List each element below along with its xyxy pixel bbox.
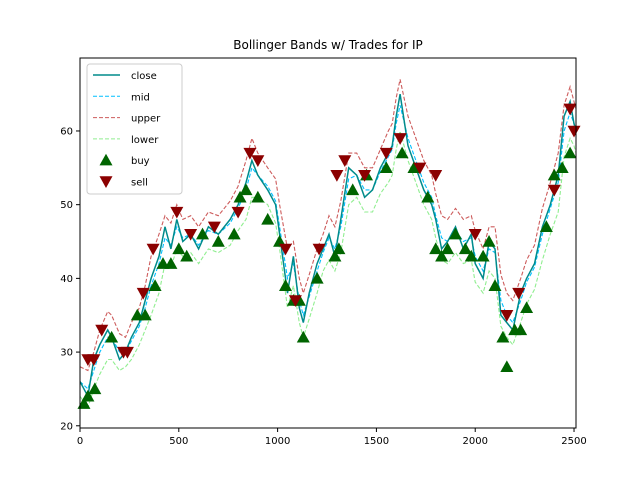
legend-buy-label: buy <box>131 156 150 167</box>
series-line-lower <box>80 130 576 409</box>
sell-marker <box>251 155 265 167</box>
buy-marker <box>332 242 346 255</box>
buy-marker <box>547 168 561 181</box>
legend: close mid upper lower buy sell <box>86 63 183 195</box>
buy-marker <box>251 190 265 203</box>
y-tick-label: 20 <box>60 421 73 432</box>
buy-marker <box>520 301 534 314</box>
buy-marker <box>539 220 553 232</box>
y-tick-label: 50 <box>60 200 73 211</box>
x-tick-label: 2000 <box>462 436 487 447</box>
buy-marker <box>458 242 472 255</box>
sell-marker <box>429 169 443 182</box>
buy-marker <box>172 242 186 255</box>
legend-sell-label: sell <box>131 178 148 189</box>
y-axis: 20 30 40 50 60 <box>60 126 80 432</box>
sell-marker <box>207 221 221 234</box>
sell-marker <box>512 287 526 300</box>
series-line-upper <box>80 79 576 372</box>
buy-marker <box>555 161 569 174</box>
x-tick-label: 1000 <box>265 436 290 447</box>
legend-sell-swatch <box>99 176 113 188</box>
buy-marker <box>346 183 360 196</box>
buy-marker <box>279 279 293 291</box>
sell-marker <box>567 125 581 138</box>
sell-marker <box>393 133 407 145</box>
buy-marker <box>514 323 528 336</box>
buy-marker <box>105 330 119 343</box>
buy-marker <box>180 249 194 262</box>
x-tick-label: 0 <box>77 436 83 447</box>
buy-marker <box>148 279 162 291</box>
buy-marker <box>563 146 577 159</box>
sell-marker <box>279 243 293 256</box>
buy-marker <box>77 397 91 409</box>
buy-marker <box>239 183 253 196</box>
buy-marker <box>476 249 490 262</box>
sell-marker <box>243 147 257 160</box>
buy-marker <box>81 389 95 402</box>
x-axis: 0 500 1000 1500 2000 2500 <box>77 428 587 447</box>
sell-marker <box>338 155 352 167</box>
buy-marker <box>164 257 178 269</box>
legend-lower-label: lower <box>131 135 159 146</box>
buy-marker <box>496 330 510 343</box>
y-tick-label: 60 <box>60 126 73 137</box>
buy-marker <box>296 330 310 343</box>
buy-marker <box>138 308 152 321</box>
sell-marker <box>358 169 372 182</box>
legend-buy-swatch <box>99 153 113 166</box>
sell-marker <box>547 184 561 197</box>
buy-marker <box>421 190 435 203</box>
legend-mid-label: mid <box>131 92 150 103</box>
buy-marker <box>196 227 210 240</box>
buy-marker <box>233 190 247 203</box>
buy-marker <box>435 249 449 262</box>
y-tick-label: 30 <box>60 348 73 359</box>
sell-marker <box>413 162 427 175</box>
legend-upper-label: upper <box>131 114 161 125</box>
buy-marker <box>227 227 241 240</box>
buy-marker <box>407 161 421 174</box>
sell-marker <box>231 206 245 219</box>
sell-marker <box>95 324 109 337</box>
sell-marker <box>136 287 150 300</box>
buy-marker <box>261 212 275 225</box>
buy-marker <box>328 249 342 262</box>
sell-marker <box>379 147 393 160</box>
legend-box <box>86 63 183 195</box>
sell-marker <box>330 169 344 182</box>
marker-layer <box>77 103 581 409</box>
y-tick-label: 40 <box>60 274 73 285</box>
sell-marker <box>312 243 326 256</box>
buy-marker <box>441 242 455 255</box>
chart-title: Bollinger Bands w/ Trades for IP <box>233 38 423 52</box>
sell-marker <box>170 206 184 219</box>
legend-close-label: close <box>131 71 157 82</box>
buy-marker <box>488 279 502 291</box>
sell-marker <box>184 228 198 241</box>
buy-marker <box>379 161 393 174</box>
sell-marker <box>468 228 482 241</box>
sell-marker <box>288 295 302 307</box>
sell-marker <box>500 310 514 322</box>
buy-marker <box>88 382 102 395</box>
x-tick-label: 500 <box>169 436 188 447</box>
buy-marker <box>464 249 478 262</box>
sell-marker <box>87 354 101 366</box>
x-tick-label: 2500 <box>561 436 586 447</box>
x-tick-label: 1500 <box>364 436 389 447</box>
buy-marker <box>310 271 324 284</box>
sell-marker <box>563 103 577 116</box>
buy-marker <box>395 146 409 159</box>
sell-marker <box>146 243 160 256</box>
plot-frame <box>79 57 577 429</box>
buy-marker <box>429 242 443 255</box>
sell-marker <box>120 346 134 359</box>
buy-marker <box>211 235 225 247</box>
buy-marker <box>482 235 496 247</box>
buy-marker <box>448 227 462 240</box>
buy-marker <box>500 360 514 373</box>
